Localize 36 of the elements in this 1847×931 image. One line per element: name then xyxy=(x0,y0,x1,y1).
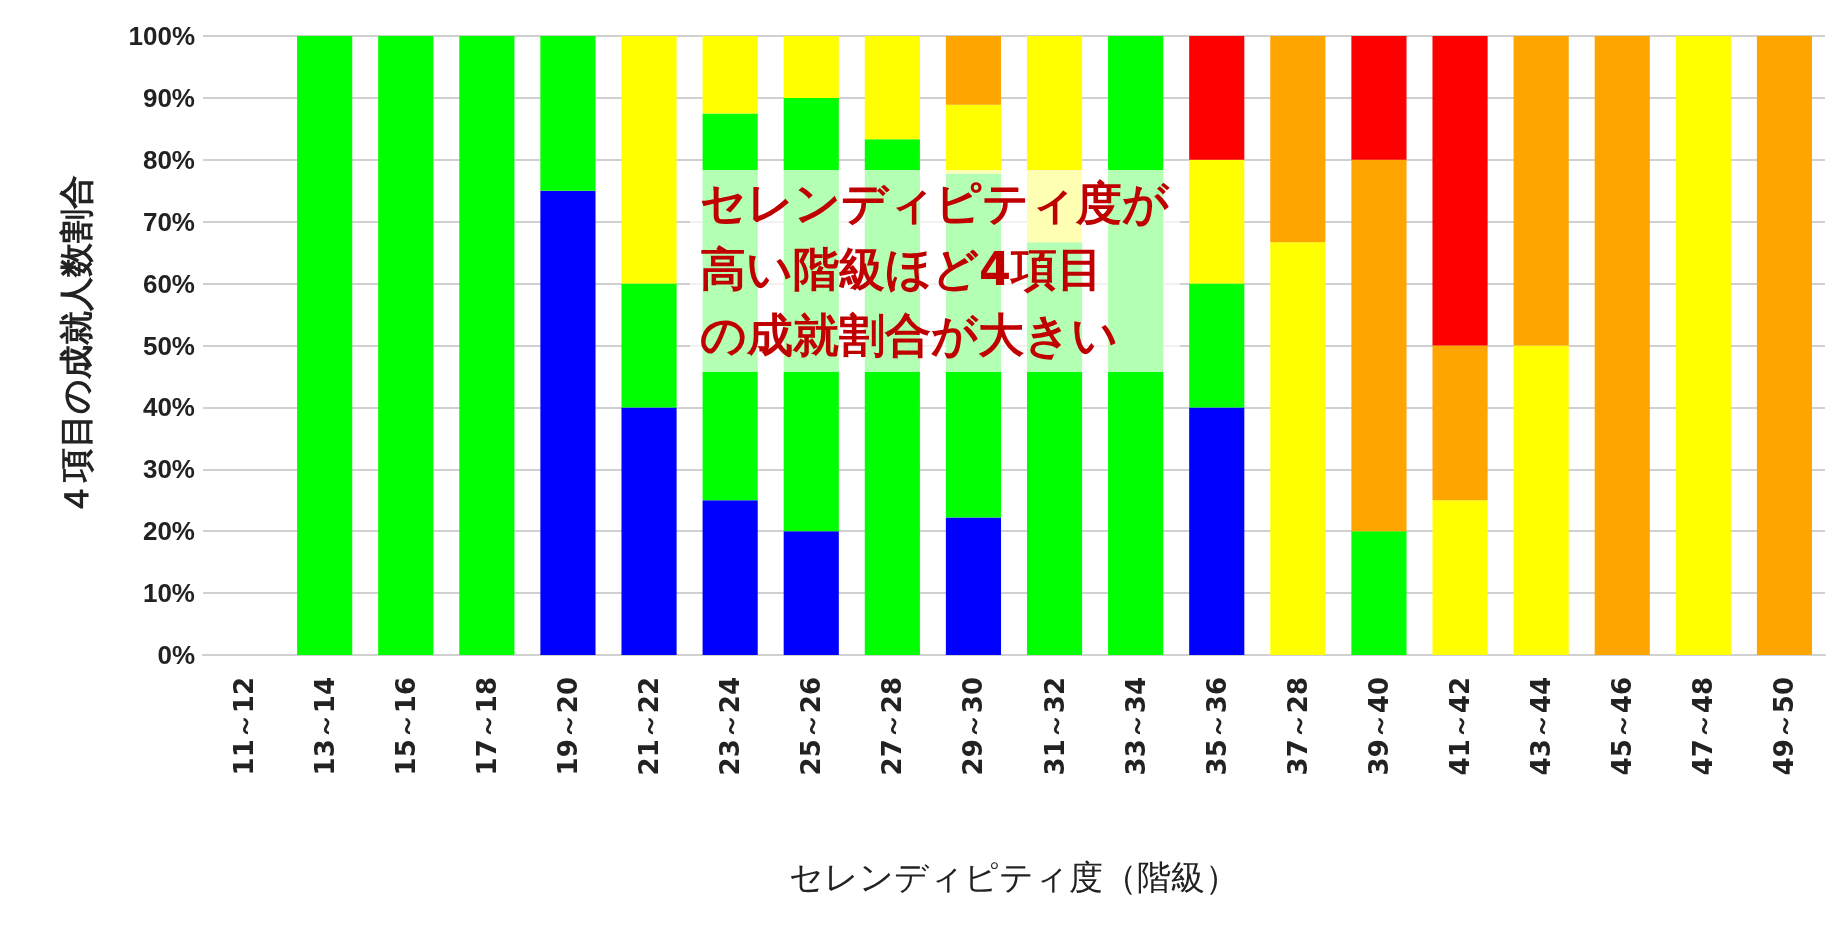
annotation: の成就割合が大きい xyxy=(700,308,1118,362)
x-tick-label: 17～18 xyxy=(471,677,502,776)
x-tick-label: 31～32 xyxy=(1039,677,1070,776)
x-tick-label: 29～30 xyxy=(958,677,989,776)
x-tick-label: 25～26 xyxy=(796,677,827,776)
x-tick-label: 49～50 xyxy=(1769,677,1800,776)
x-axis-title: セレンディピティ度（階級） xyxy=(789,857,1239,897)
y-tick-label: 80% xyxy=(142,144,195,175)
y-tick-label: 60% xyxy=(142,268,195,299)
y-tick-label: 10% xyxy=(142,578,195,609)
y-tick-label: 30% xyxy=(142,454,195,485)
x-tick-label: 21～22 xyxy=(634,677,665,776)
annotation: セレンディピティ度が xyxy=(700,176,1170,230)
x-tick-label: 47～48 xyxy=(1688,677,1719,776)
y-axis-title: ４項目の成就人数割合 xyxy=(56,175,96,516)
y-tick-label: 40% xyxy=(142,392,195,423)
x-tick-label: 41～42 xyxy=(1445,677,1476,776)
y-tick-label: 90% xyxy=(142,82,195,113)
y-tick-label: 0% xyxy=(157,640,195,670)
x-tick-label: 27～28 xyxy=(877,677,908,776)
x-tick-label: 33～34 xyxy=(1120,677,1151,776)
x-tick-label: 35～36 xyxy=(1201,677,1232,776)
y-tick-label: 20% xyxy=(142,516,195,547)
x-tick-label: 15～16 xyxy=(390,677,421,776)
y-tick-label: 100% xyxy=(128,21,195,51)
x-tick-label: 43～44 xyxy=(1526,677,1557,776)
x-tick-label: 19～20 xyxy=(552,677,583,776)
x-tick-label: 39～40 xyxy=(1363,677,1394,776)
y-tick-label: 50% xyxy=(142,330,195,361)
x-tick-label: 11～12 xyxy=(228,677,259,776)
y-tick-label: 70% xyxy=(142,206,195,237)
annotation: 高い階級ほど4項目 xyxy=(700,242,1104,296)
x-tick-label: 23～24 xyxy=(715,677,746,776)
x-tick-label: 45～46 xyxy=(1607,677,1638,776)
x-tick-label: 37～28 xyxy=(1282,677,1313,776)
x-tick-label: 13～14 xyxy=(309,677,340,776)
